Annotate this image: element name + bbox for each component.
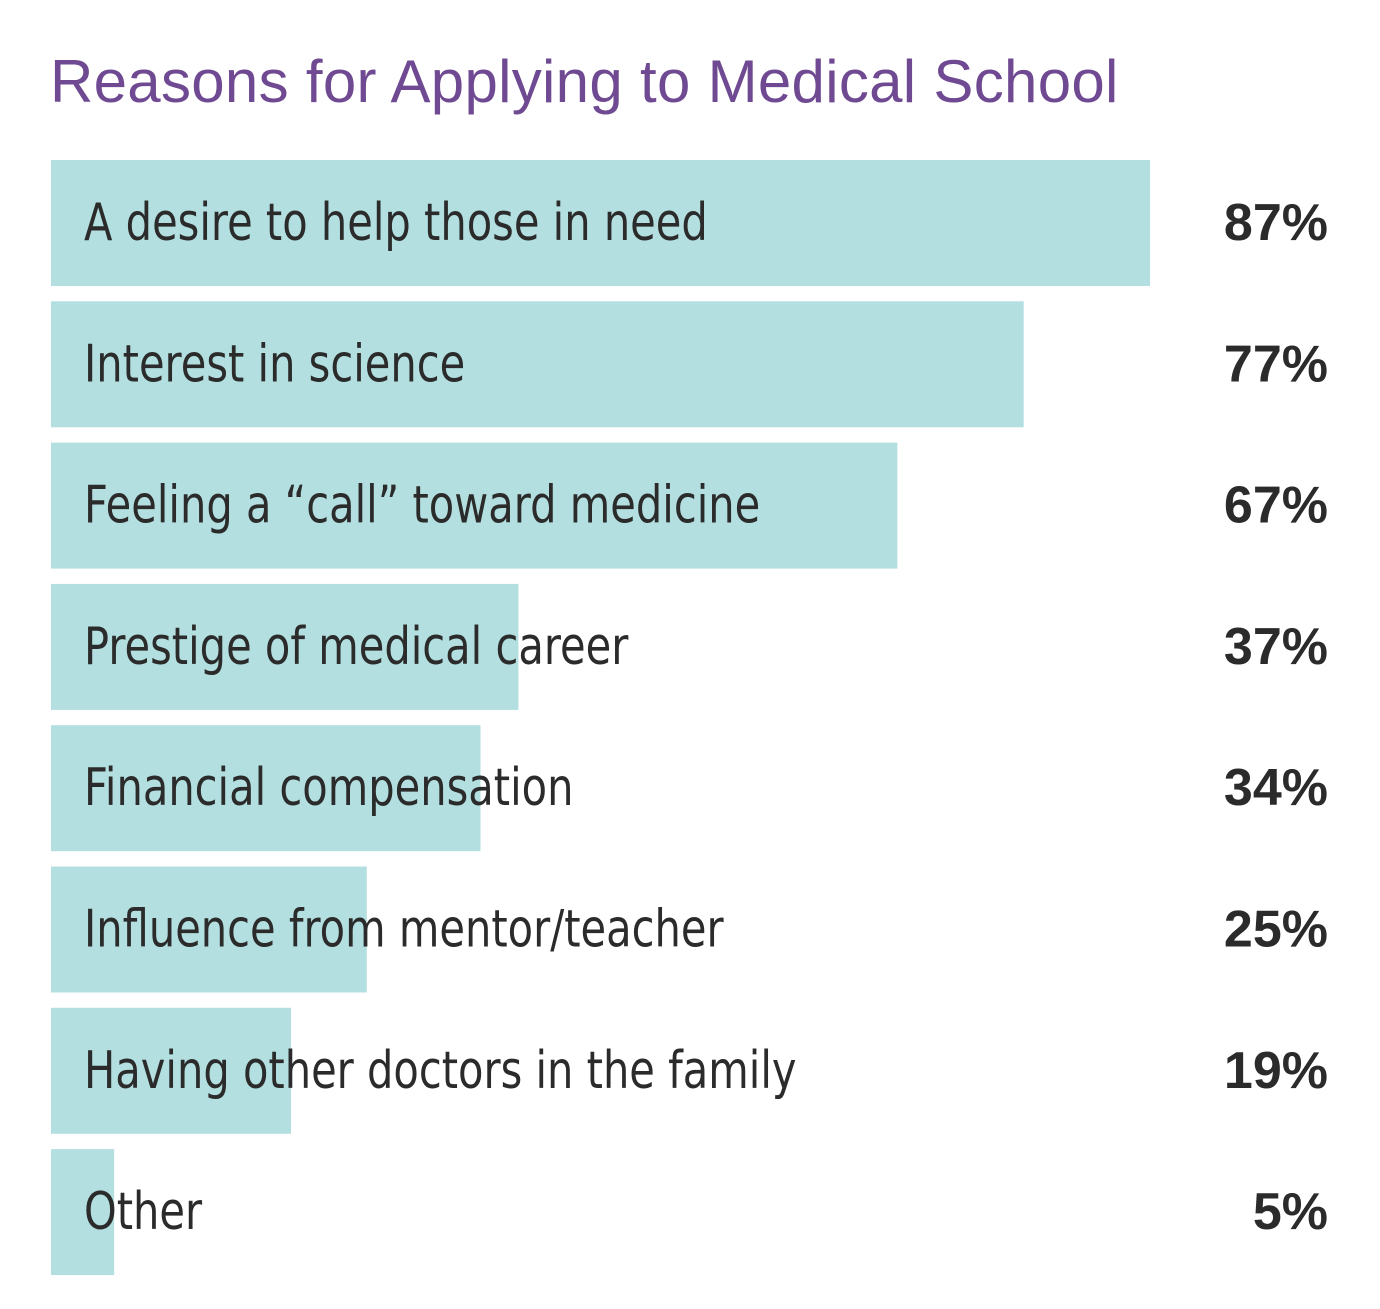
bar-category-label: Other (84, 1182, 203, 1242)
bar (51, 866, 367, 993)
bar-category-label: Financial compensation (84, 758, 573, 818)
bar-category-label: Prestige of medical career (84, 617, 629, 677)
bar-value-label: 34% (1224, 759, 1328, 817)
bar-category-label: Feeling a “call” toward medicine (84, 476, 760, 536)
bar (51, 583, 519, 710)
bar-row: Influence from mentor/teacher 25% (51, 866, 1328, 993)
bar-value-label: 77% (1224, 335, 1328, 393)
bar-row: Prestige of medical career 37% (51, 583, 1328, 710)
bar-value-label: 5% (1253, 1183, 1328, 1241)
bar (51, 1149, 115, 1276)
bar (51, 442, 898, 569)
bar-row: Feeling a “call” toward medicine 67% (51, 442, 1328, 569)
bar-value-label: 19% (1224, 1042, 1328, 1100)
bar-row: Other 5% (51, 1149, 1328, 1276)
bar-value-label: 25% (1224, 901, 1328, 959)
bar (51, 301, 1024, 428)
bar-row: A desire to help those in need 87% (51, 160, 1328, 286)
bar-row: Interest in science 77% (51, 301, 1328, 428)
bar-value-label: 87% (1224, 194, 1328, 252)
bar-category-label: A desire to help those in need (84, 193, 708, 253)
bar-value-label: 37% (1224, 618, 1328, 676)
bar (51, 160, 1150, 286)
bar-row: Having other doctors in the family 19% (51, 1007, 1328, 1134)
bar (51, 725, 481, 852)
bar-category-label: Influence from mentor/teacher (84, 900, 724, 960)
bar-value-label: 67% (1224, 477, 1328, 535)
bar-category-label: Having other doctors in the family (84, 1041, 797, 1101)
bar-row: Financial compensation 34% (51, 725, 1328, 852)
bar (51, 1007, 292, 1134)
bar-category-label: Interest in science (84, 334, 465, 394)
chart-title: Reasons for Applying to Medical School (50, 48, 1119, 115)
